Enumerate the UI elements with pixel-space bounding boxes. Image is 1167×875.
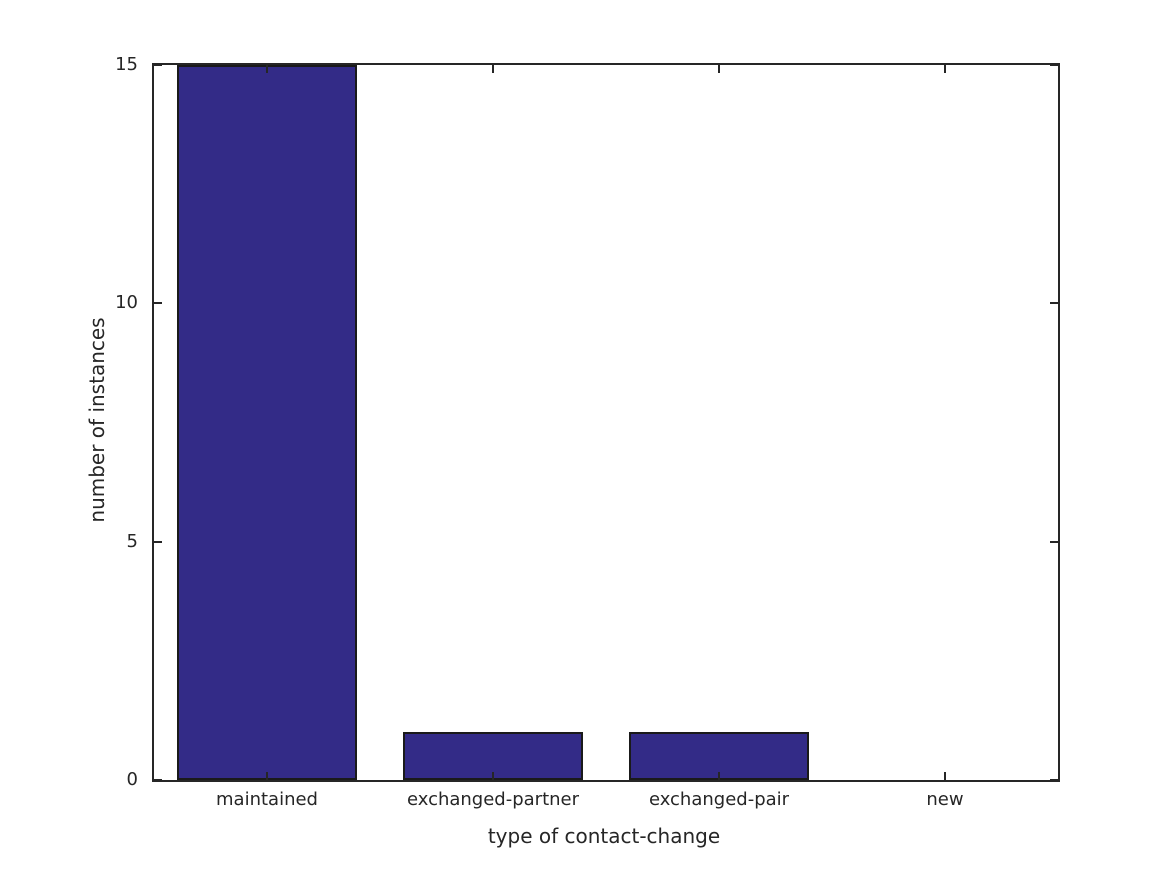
y-tick-right-0 [1050,779,1058,781]
x-tick-label-new: new [926,789,964,810]
y-axis-label: number of instances [85,317,109,523]
y-tick-left-0 [154,779,162,781]
y-tick-left-10 [154,302,162,305]
x-tick-label-maintained: maintained [216,789,318,810]
x-tick-top-exchanged-pair [718,65,720,73]
x-tick-top-exchanged-partner [492,65,494,73]
x-tick-bottom-exchanged-partner [492,772,494,780]
x-tick-bottom-exchanged-pair [718,772,720,780]
y-tick-left-15 [154,64,162,66]
y-tick-label-15: 15 [115,54,138,75]
y-tick-left-5 [154,540,162,543]
x-tick-label-exchanged-partner: exchanged-partner [406,789,580,810]
x-tick-top-maintained [266,65,268,73]
x-tick-top-new [944,65,946,73]
x-tick-label-exchanged-pair: exchanged-pair [648,789,790,810]
plot-area [152,63,1060,782]
x-tick-bottom-new [944,772,946,780]
bar-maintained [176,65,358,780]
y-tick-right-10 [1050,302,1058,305]
y-tick-right-5 [1050,540,1058,543]
y-tick-label-5: 5 [126,530,138,552]
x-tick-bottom-maintained [266,772,268,780]
y-tick-label-10: 10 [115,292,138,314]
y-tick-right-15 [1050,64,1058,66]
x-axis-label: type of contact-change [487,824,721,848]
y-tick-label-0: 0 [126,769,138,790]
